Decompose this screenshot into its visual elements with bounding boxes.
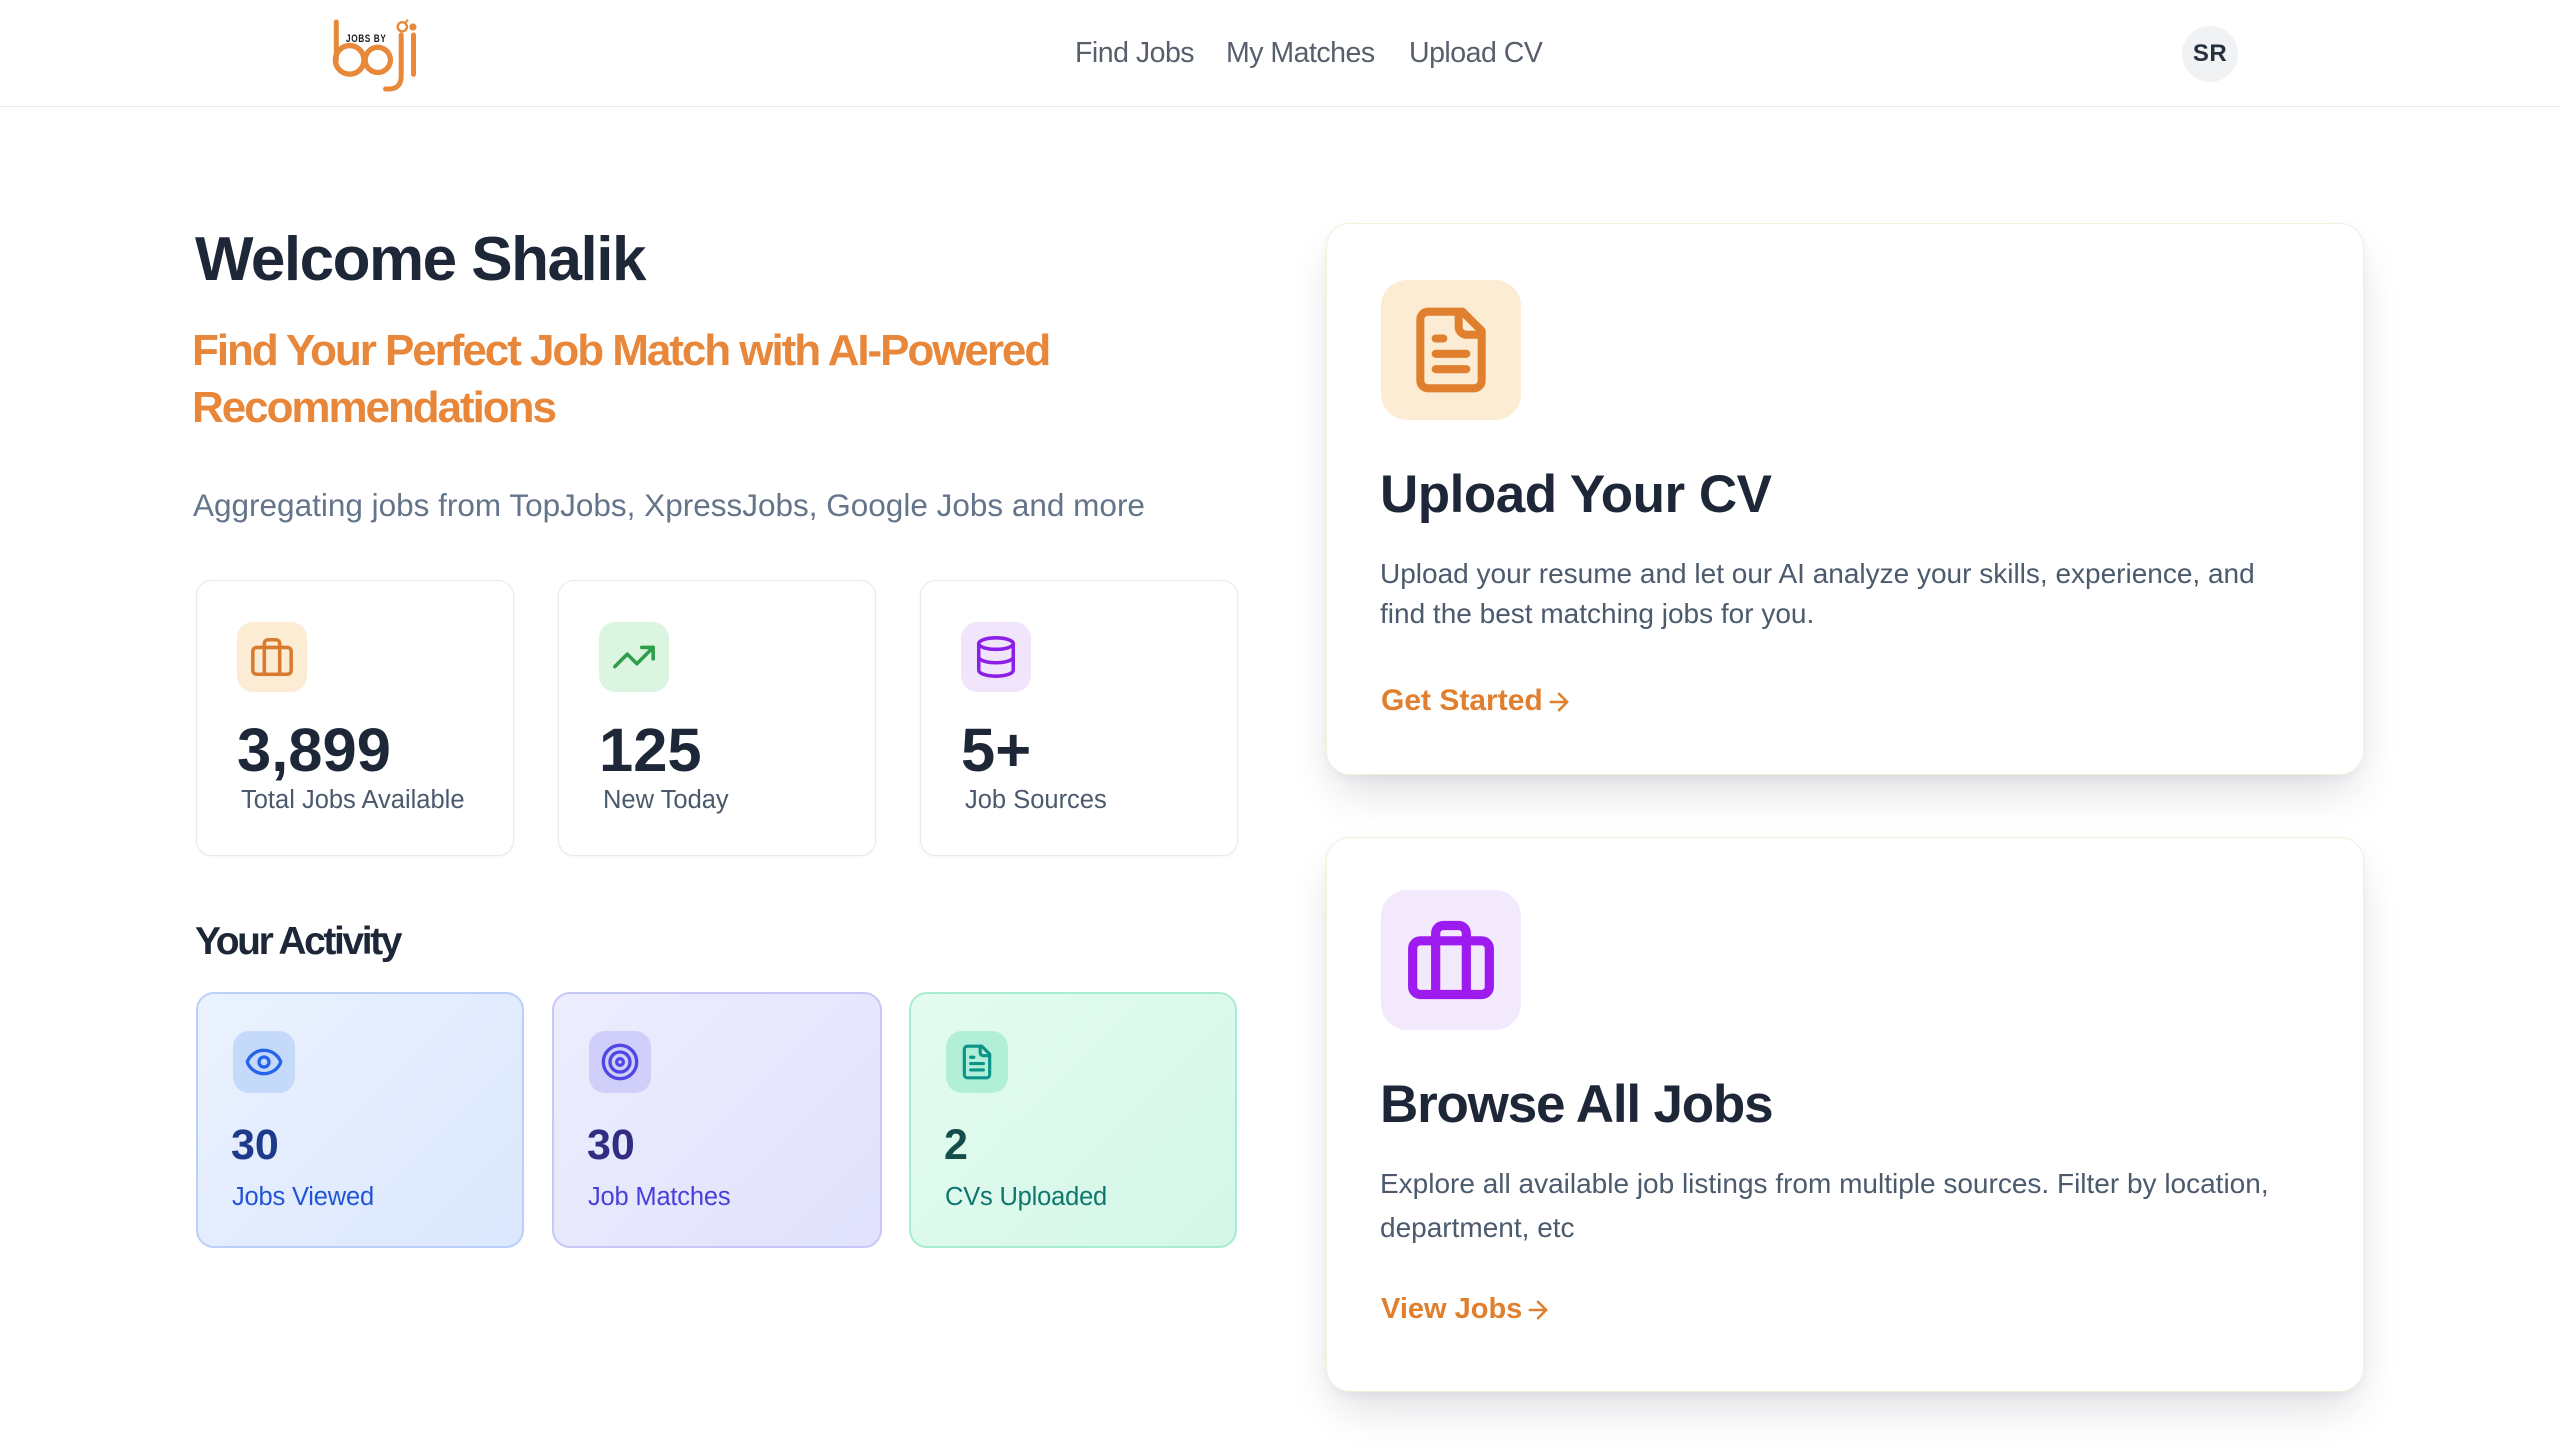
svg-text:JOBS BY: JOBS BY — [346, 33, 387, 45]
